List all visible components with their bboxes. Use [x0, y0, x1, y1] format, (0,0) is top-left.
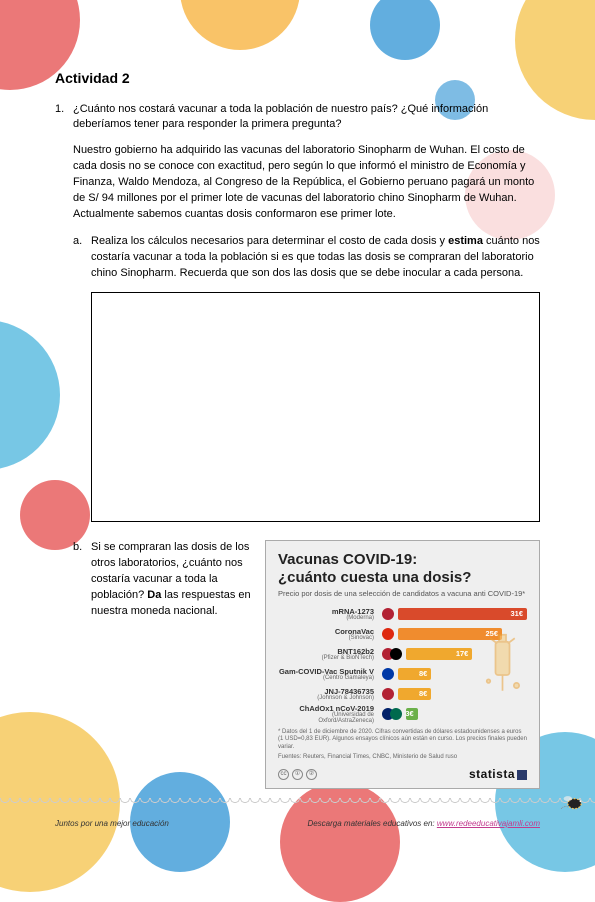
bar-fill: 8€ — [398, 688, 431, 700]
flag-icon — [390, 648, 402, 660]
sub-a-letter: a. — [73, 234, 91, 282]
flag-icon — [382, 628, 394, 640]
flag-icon — [382, 668, 394, 680]
scallop-divider — [0, 798, 595, 808]
question-text: ¿Cuánto nos costará vacunar a toda la po… — [73, 102, 540, 133]
bar-value: 3€ — [405, 708, 413, 720]
footer-right-prefix: Descarga materiales educativos en: — [307, 819, 436, 828]
bar-label: CoronaVac(Sinovac) — [278, 628, 378, 642]
bar-label: mRNA-1273(Moderna) — [278, 608, 378, 622]
bar-fill: 17€ — [406, 648, 472, 660]
flag-icon — [390, 708, 402, 720]
bar-fill: 3€ — [406, 708, 418, 720]
flag-icon — [382, 608, 394, 620]
bar-fill: 8€ — [398, 668, 431, 680]
sub-a-bold: estima — [448, 235, 483, 247]
bar-value: 8€ — [419, 668, 427, 680]
bee-icon — [559, 792, 585, 812]
sub-b-letter: b. — [73, 540, 91, 620]
page-footer: Juntos por una mejor educación Descarga … — [55, 819, 540, 828]
bar-label: BNT162b2(Pfizer & BioNTech) — [278, 648, 378, 662]
activity-title: Actividad 2 — [55, 70, 540, 86]
intro-paragraph: Nuestro gobierno ha adquirido las vacuna… — [73, 143, 540, 223]
statista-logo: statista — [469, 766, 527, 783]
bar-track: 31€ — [398, 608, 527, 620]
cc-icon: cc — [278, 769, 289, 780]
bg-circle — [180, 0, 300, 50]
bar-label: Gam-COVID-Vac Sputnik V(Centro Gamaleya) — [278, 668, 378, 682]
chart-bar-row: mRNA-1273(Moderna) 31€ — [278, 606, 527, 623]
question-number: 1. — [55, 102, 73, 789]
chart-title-line1: Vacunas COVID-19: — [278, 551, 417, 568]
chart-title-line2: ¿cuánto cuesta una dosis? — [278, 569, 471, 586]
subquestion-b: b. Si se compraran las dosis de los otro… — [73, 540, 251, 789]
chart-bar-row: ChAdOx1 nCoV-2019(Universidad de Oxford/… — [278, 706, 527, 723]
bar-track: 3€ — [406, 708, 527, 720]
sub-b-bold: Da — [147, 589, 161, 601]
chart-footer-row: cc ① ② statista — [278, 766, 527, 783]
footer-left: Juntos por una mejor educación — [55, 819, 169, 828]
sub-a-prefix: Realiza los cálculos necesarios para det… — [91, 235, 448, 247]
answer-box-a[interactable] — [91, 292, 540, 522]
question-body: ¿Cuánto nos costará vacunar a toda la po… — [73, 102, 540, 789]
chart-sources: Fuentes: Reuters, Financial Times, CNBC,… — [278, 753, 527, 761]
vaccine-price-chart: Vacunas COVID-19: ¿cuánto cuesta una dos… — [265, 540, 540, 789]
cc-icon: ① — [292, 769, 303, 780]
chart-subtitle: Precio por dosis de una selección de can… — [278, 589, 527, 598]
subquestion-a: a. Realiza los cálculos necesarios para … — [73, 234, 540, 282]
bar-value: 31€ — [510, 608, 523, 620]
bar-fill: 31€ — [398, 608, 527, 620]
sub-a-body: Realiza los cálculos necesarios para det… — [91, 234, 540, 282]
cc-icon: ② — [306, 769, 317, 780]
statista-box-icon — [517, 770, 527, 780]
syringe-icon — [479, 633, 533, 703]
subquestion-b-row: b. Si se compraran las dosis de los otro… — [73, 540, 540, 789]
question-1: 1. ¿Cuánto nos costará vacunar a toda la… — [55, 102, 540, 789]
footer-link[interactable]: www.redeeducativajamli.com — [437, 819, 540, 828]
chart-title: Vacunas COVID-19: ¿cuánto cuesta una dos… — [278, 551, 527, 586]
flag-icon — [382, 688, 394, 700]
bg-circle — [370, 0, 440, 60]
bar-value: 8€ — [419, 688, 427, 700]
bar-value: 17€ — [456, 648, 469, 660]
bg-circle — [0, 320, 60, 470]
bar-label: ChAdOx1 nCoV-2019(Universidad de Oxford/… — [278, 705, 378, 725]
statista-text: statista — [469, 767, 515, 781]
sub-b-body: Si se compraran las dosis de los otros l… — [91, 540, 251, 620]
cc-icons: cc ① ② — [278, 769, 317, 780]
chart-footnote: * Datos del 1 de diciembre de 2020. Cifr… — [278, 729, 527, 752]
bar-label: JNJ-78436735(Johnson & Johnson) — [278, 688, 378, 702]
page-content: Actividad 2 1. ¿Cuánto nos costará vacun… — [55, 70, 540, 782]
footer-right: Descarga materiales educativos en: www.r… — [307, 819, 540, 828]
